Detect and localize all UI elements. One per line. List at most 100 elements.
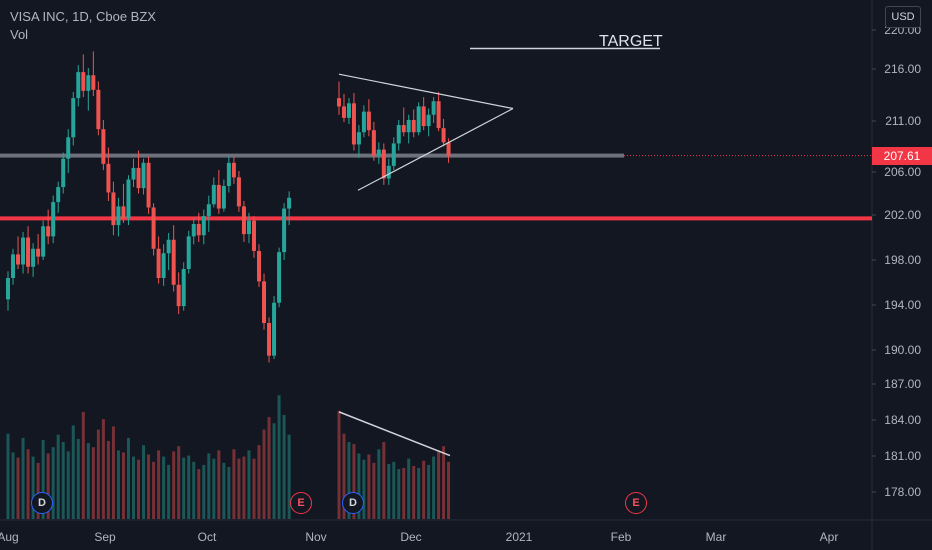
candle-body xyxy=(361,111,366,133)
volume-bar xyxy=(56,434,60,519)
x-tick-label: Dec xyxy=(400,530,421,544)
candle-body xyxy=(56,187,61,203)
volume-trend-line xyxy=(338,411,451,457)
x-tick-label: Nov xyxy=(305,530,326,544)
candle-body xyxy=(181,269,186,307)
candle-body xyxy=(46,226,51,237)
y-tick-label: 190.00 xyxy=(884,343,921,357)
x-tick-label: Aug xyxy=(0,530,19,544)
volume-bar xyxy=(392,461,396,519)
candle-body xyxy=(341,106,346,118)
y-tick-label: 216.00 xyxy=(884,62,921,76)
candle-body xyxy=(391,143,396,166)
volume-bar xyxy=(137,459,141,519)
candle-body xyxy=(36,248,41,257)
candle-body xyxy=(441,128,446,143)
volume-bar xyxy=(427,464,431,519)
x-tick-label: Apr xyxy=(820,530,839,544)
volume-bar xyxy=(6,433,10,519)
candle-body xyxy=(151,207,156,249)
volume-bar xyxy=(442,446,446,519)
candle-body xyxy=(61,158,66,188)
volume-bar xyxy=(11,452,15,519)
candle-body xyxy=(171,239,176,285)
volume-bar xyxy=(86,443,90,519)
volume-bar xyxy=(242,456,246,519)
volume-bar xyxy=(432,456,436,519)
candle-body xyxy=(216,184,221,209)
dividend-badge[interactable]: D xyxy=(342,492,364,514)
y-tick-label: 181.00 xyxy=(884,449,921,463)
volume-bar xyxy=(167,464,171,519)
volume-bar xyxy=(207,453,211,519)
y-tick-label: 202.00 xyxy=(884,208,921,222)
y-tick-label: 194.00 xyxy=(884,298,921,312)
volume-bar xyxy=(337,410,341,519)
volume-bar xyxy=(362,459,366,519)
candle-body xyxy=(211,184,216,205)
volume-bar xyxy=(382,442,386,519)
candle-body xyxy=(381,149,386,179)
candle-body xyxy=(272,302,277,356)
volume-bar xyxy=(257,445,261,519)
volume-bar xyxy=(437,450,441,519)
x-tick-label: Oct xyxy=(198,530,217,544)
x-tick-label: Feb xyxy=(611,530,632,544)
volume-bar xyxy=(342,433,346,519)
volume-bar xyxy=(81,411,85,519)
volume-bar xyxy=(222,462,226,519)
volume-bar xyxy=(197,469,201,519)
volume-bar xyxy=(182,457,186,519)
currency-button[interactable]: USD xyxy=(885,6,921,28)
volume-bar xyxy=(152,461,156,519)
volume-bar xyxy=(21,437,25,519)
candle-body xyxy=(431,101,436,115)
earnings-badge[interactable]: E xyxy=(290,492,312,514)
volume-bar xyxy=(116,450,120,519)
triangle-upper-line xyxy=(338,73,514,110)
x-tick-label: 2021 xyxy=(506,530,533,544)
candle-body xyxy=(51,202,56,237)
volume-bar xyxy=(277,395,281,519)
candle-body xyxy=(156,248,161,278)
target-annotation[interactable]: TARGET xyxy=(599,33,663,50)
volume-bar xyxy=(31,456,35,519)
volume-bar xyxy=(132,456,135,519)
candle-body xyxy=(191,224,196,237)
volume-bar xyxy=(177,446,181,519)
y-tick-label: 206.00 xyxy=(884,165,921,179)
volume-bar xyxy=(377,449,381,519)
volume-bar xyxy=(91,447,95,519)
candle-body xyxy=(366,111,371,131)
candle-body xyxy=(282,208,287,253)
chart-header: VISA INC, 1D, Cboe BZX Vol xyxy=(10,8,156,44)
candle-body xyxy=(277,252,282,303)
candle-body xyxy=(161,253,166,278)
volume-bar xyxy=(157,450,161,519)
volume-bar xyxy=(66,451,70,519)
volume-bar xyxy=(347,442,351,519)
candle-body xyxy=(106,163,111,193)
candle-body xyxy=(386,165,391,179)
earnings-badge[interactable]: E xyxy=(625,492,647,514)
candle-body xyxy=(176,284,181,307)
candle-body xyxy=(71,98,76,138)
volume-bar xyxy=(367,454,371,519)
candle-body xyxy=(111,192,116,226)
volume-bar xyxy=(262,429,266,519)
volume-bar xyxy=(106,441,110,519)
volume-bar xyxy=(147,454,151,519)
candle-body xyxy=(136,167,141,189)
volume-bar xyxy=(232,449,236,519)
y-tick-label: 184.00 xyxy=(884,413,921,427)
candle-body xyxy=(116,206,121,226)
dividend-badge[interactable]: D xyxy=(31,492,53,514)
y-tick-label: 187.00 xyxy=(884,377,921,391)
candle-body xyxy=(121,206,126,219)
x-tick-label: Mar xyxy=(706,530,727,544)
volume-bar xyxy=(46,453,50,519)
candle-body xyxy=(246,220,251,235)
candle-body xyxy=(251,220,256,251)
volume-bar xyxy=(51,447,55,519)
